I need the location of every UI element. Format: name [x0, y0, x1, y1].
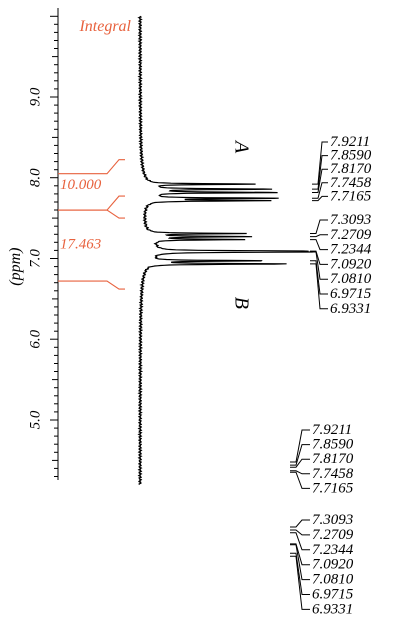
peak-label-group: 7.30937.27097.23447.09207.08106.97156.93… [310, 212, 372, 317]
integral-label: Integral [78, 18, 131, 35]
peak-connector [310, 260, 328, 295]
peak-label: 7.0920 [312, 557, 354, 573]
peak-label: 7.8170 [330, 161, 372, 177]
peak-connector [290, 519, 310, 528]
peak-connector [310, 250, 328, 265]
peak-label: 7.3093 [312, 512, 353, 528]
peak-connector [290, 544, 310, 581]
peak-connector [312, 195, 328, 202]
tick-label: 6.0 [27, 329, 43, 348]
peak-label: 7.0920 [330, 256, 372, 272]
peak-label: 7.9211 [312, 422, 352, 438]
peak-label: 7.7165 [312, 480, 354, 496]
peak-connector [290, 458, 310, 468]
axis-ticks: 9.0 8.0 7.0 6.0 5.0 [27, 15, 58, 477]
tick-label: 5.0 [27, 410, 43, 429]
peak-label: 7.8590 [330, 148, 372, 164]
integral-bracket-bottom [58, 209, 125, 219]
peak-connector [290, 471, 310, 489]
peak-connector [290, 532, 310, 551]
peak-label: 7.8170 [312, 451, 354, 467]
peak-connector [290, 529, 310, 536]
peak-connector [310, 263, 328, 310]
peak-connector [312, 182, 328, 199]
peak-label-group: 7.30937.27097.23447.09207.08106.97156.93… [290, 512, 354, 617]
region-labels: AB [230, 139, 252, 309]
peak-connector [310, 234, 328, 238]
peak-label: 7.8590 [312, 437, 354, 453]
peak-label: 7.2344 [330, 242, 372, 258]
integral-value: 17.463 [60, 237, 101, 253]
peak-label: 7.2709 [312, 527, 354, 543]
peak-connector [312, 168, 328, 193]
peak-connector [310, 239, 328, 251]
peak-label-groups: 7.92117.85907.81707.74587.71657.30937.27… [290, 134, 372, 617]
peak-label: 7.2344 [312, 542, 354, 558]
peak-connector [290, 543, 310, 566]
peak-connector [290, 552, 310, 595]
region-label: B [230, 297, 252, 309]
integral-bracket-bottom [58, 280, 125, 290]
tick-label: 9.0 [27, 87, 43, 106]
spectrum-trace [137, 15, 313, 485]
tick-label: 8.0 [27, 168, 43, 187]
peak-connector [290, 429, 310, 463]
peak-label: 7.9211 [330, 134, 370, 150]
peak-label: 7.7165 [330, 188, 372, 204]
peak-connector [310, 219, 328, 234]
peak-connector [312, 141, 328, 185]
tick-label: 7.0 [27, 249, 43, 268]
region-label: A [230, 139, 252, 154]
peak-label: 6.9331 [312, 601, 353, 617]
peak-label: 6.9331 [330, 301, 371, 317]
peak-label: 7.7458 [330, 175, 372, 191]
peak-connector [310, 251, 328, 280]
peak-label: 7.0810 [330, 271, 372, 287]
peak-connector [290, 555, 310, 610]
peak-connector [290, 444, 310, 466]
peak-connector [290, 470, 310, 475]
axis-label: (ppm) [7, 247, 24, 285]
integral-bracket-top [58, 195, 125, 211]
peak-label: 7.3093 [330, 212, 371, 228]
integral-regions: 10.000 17.463 [58, 159, 125, 290]
peak-label: 7.7458 [312, 466, 354, 482]
peak-label: 6.9715 [330, 286, 372, 302]
peak-connector [312, 155, 328, 190]
peak-label: 6.9715 [312, 587, 354, 603]
integral-bracket-top [58, 159, 125, 175]
peak-label: 7.2709 [330, 227, 372, 243]
integral-value: 10.000 [60, 177, 102, 193]
peak-label: 7.0810 [312, 572, 354, 588]
